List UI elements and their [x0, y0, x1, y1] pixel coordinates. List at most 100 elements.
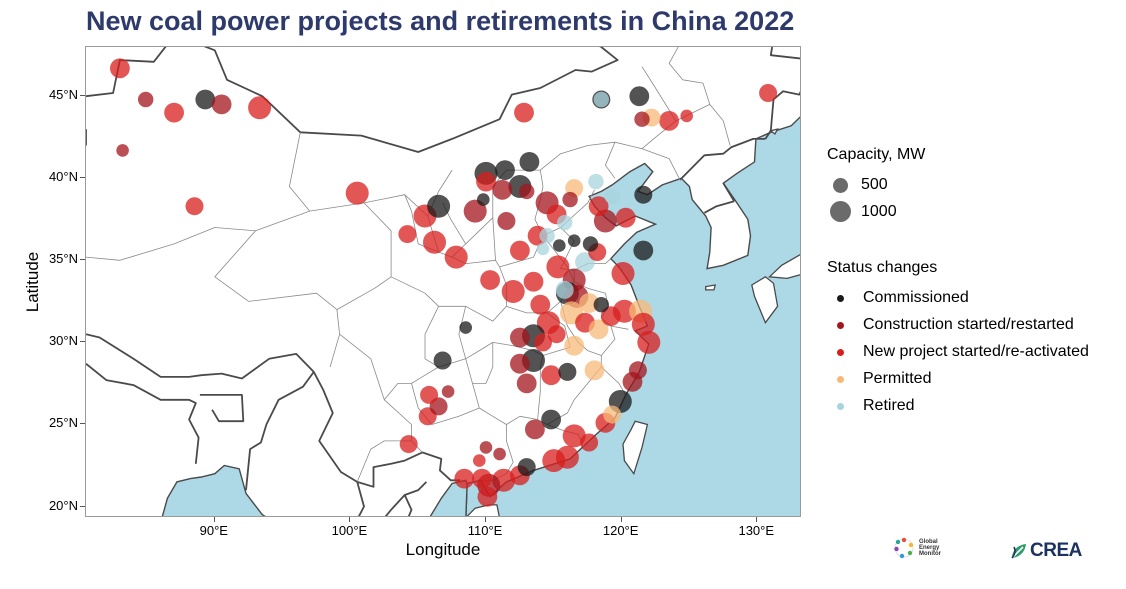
map-svg	[86, 47, 800, 516]
commissioned-label: Commissioned	[863, 289, 969, 306]
gem-line-2: Energy	[919, 545, 940, 551]
plant-point	[399, 435, 418, 454]
plant-point	[441, 385, 455, 398]
plant-point	[479, 441, 493, 454]
y-tick-label: 45°N	[48, 87, 78, 103]
province-border	[356, 440, 412, 483]
capacity-legend-item-500: 500	[827, 176, 888, 194]
island-sakhalin-edge	[769, 128, 779, 135]
province-border	[390, 276, 507, 322]
plant-point	[562, 424, 586, 448]
plant-point	[564, 335, 585, 356]
x-tick-mark	[756, 517, 758, 522]
plant-point	[588, 173, 604, 190]
plant-point	[476, 171, 496, 192]
status-legend-permitted: Permitted	[827, 370, 931, 388]
capacity-500-label: 500	[861, 176, 888, 193]
global-energy-monitor-logo: Global Energy Monitor	[893, 537, 941, 559]
plant-point	[477, 193, 490, 206]
plant-point	[541, 365, 561, 386]
plant-point	[525, 419, 545, 440]
plant-point	[558, 362, 577, 381]
commissioned-swatch	[837, 294, 844, 302]
plant-point	[519, 183, 535, 200]
plant-point	[634, 185, 653, 204]
plant-point	[603, 405, 622, 424]
province-border	[605, 142, 616, 179]
sea-bay-of-bengal	[161, 464, 266, 516]
x-tick-label: 120°E	[602, 523, 639, 538]
crea-wordmark: CREA	[1030, 540, 1082, 561]
plant-point	[628, 361, 647, 380]
island-kyushu	[751, 276, 779, 325]
capacity-500-swatch	[833, 177, 848, 193]
plant-point	[611, 262, 635, 285]
x-tick-mark	[485, 517, 487, 522]
x-tick-label: 100°E	[331, 523, 368, 538]
province-border	[560, 301, 616, 356]
province-border	[641, 148, 681, 181]
plant-point	[473, 454, 486, 467]
x-tick-label: 110°E	[467, 523, 503, 538]
y-tick-mark	[80, 505, 85, 507]
plant-point	[539, 228, 555, 244]
plant-point	[116, 144, 129, 157]
plant-point	[420, 385, 439, 404]
x-axis-label: Longitude	[405, 540, 481, 559]
plant-point	[584, 360, 605, 381]
gem-globe-icon	[894, 537, 914, 559]
province-border	[675, 104, 731, 146]
plant-point	[588, 196, 609, 217]
plant-point	[629, 86, 650, 107]
plant-point	[519, 152, 540, 172]
status-legend-commissioned: Commissioned	[827, 289, 969, 307]
capacity-1000-label: 1000	[861, 202, 897, 220]
crea-leaf-icon	[1011, 544, 1026, 559]
plant-point	[631, 312, 655, 336]
y-tick-mark	[80, 423, 85, 425]
border-ne-2	[764, 90, 800, 140]
plant-point	[164, 102, 184, 123]
plant-point	[501, 280, 525, 303]
island-honshu-tip	[768, 254, 800, 280]
plant-point	[472, 468, 492, 489]
plant-point	[427, 194, 451, 218]
capacity-legend-item-1000: 1000	[827, 201, 897, 222]
border-myanmar	[245, 371, 315, 491]
status-legend-title: Status changes	[827, 259, 938, 276]
plant-point	[567, 234, 581, 247]
gem-line-3: Monitor	[919, 551, 941, 557]
plant-point	[534, 333, 552, 352]
island-hainan	[466, 504, 500, 516]
plant-point	[110, 58, 130, 79]
retired-label: Retired	[863, 397, 915, 414]
plant-point	[593, 297, 609, 313]
plant-point	[541, 409, 561, 430]
status-legend-construction: Construction started/restarted	[827, 316, 1074, 334]
plant-point	[444, 245, 468, 269]
y-tick-label: 20°N	[48, 497, 78, 513]
province-border	[472, 342, 494, 384]
plant-point	[459, 321, 473, 334]
island-jeju	[705, 284, 717, 291]
border-india-bangladesh	[86, 362, 200, 464]
plant-point	[454, 468, 475, 489]
plant-point	[579, 293, 599, 313]
capacity-legend-title: Capacity, MW	[827, 146, 926, 163]
plant-point	[185, 197, 204, 216]
capacity-1000-swatch	[830, 201, 851, 222]
plant-point	[615, 207, 636, 228]
x-tick-mark	[349, 517, 351, 522]
sea-layer	[161, 47, 800, 516]
plant-point	[510, 353, 530, 374]
plant-point	[248, 96, 272, 120]
retired-swatch	[837, 402, 844, 410]
plant-point	[593, 91, 609, 108]
border-vietnam-laos	[403, 494, 413, 516]
border-korea	[679, 138, 766, 181]
x-tick-mark	[213, 517, 215, 522]
plant-point	[423, 230, 446, 254]
plant-point	[604, 188, 620, 204]
plant-point	[637, 330, 661, 354]
y-tick-label: 25°N	[48, 415, 78, 431]
